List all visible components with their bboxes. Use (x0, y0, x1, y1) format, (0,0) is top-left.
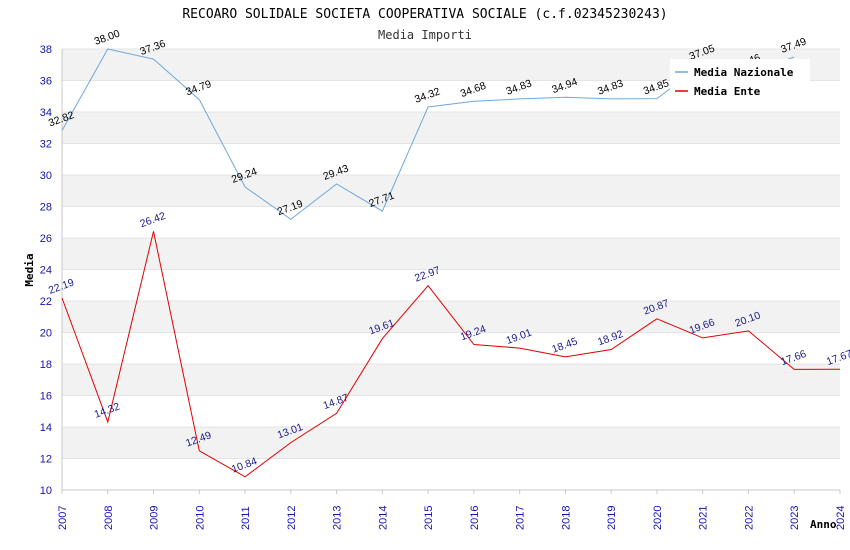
x-tick-label: 2014 (377, 506, 389, 530)
grid-band (62, 332, 840, 364)
legend-label: Media Nazionale (694, 66, 794, 79)
x-tick-label: 2011 (240, 506, 252, 530)
x-tick-label: 2021 (698, 506, 710, 530)
y-tick-label: 18 (40, 359, 52, 371)
x-tick-label: 2016 (469, 506, 481, 530)
x-tick-label: 2024 (835, 506, 847, 530)
y-tick-label: 38 (40, 44, 52, 56)
data-label: 38.00 (93, 28, 122, 48)
y-tick-label: 16 (40, 391, 52, 403)
x-tick-label: 2018 (560, 506, 572, 530)
grid-band (62, 364, 840, 396)
grid-band (62, 458, 840, 490)
chart-subtitle: Media Importi (378, 28, 472, 42)
legend-box (670, 59, 810, 103)
y-tick-label: 10 (40, 485, 52, 497)
y-tick-label: 30 (40, 170, 52, 182)
x-tick-label: 2022 (743, 506, 755, 530)
x-tick-label: 2010 (194, 506, 206, 530)
x-axis-label: Anno (810, 518, 837, 531)
y-tick-label: 22 (40, 296, 52, 308)
y-tick-label: 36 (40, 76, 52, 88)
x-tick-label: 2019 (606, 506, 618, 530)
legend: Media Nazionale Media Ente (670, 59, 810, 103)
x-tick-label: 2015 (423, 506, 435, 530)
y-tick-label: 14 (40, 422, 52, 434)
grid-band (62, 175, 840, 207)
y-tick-label: 12 (40, 454, 52, 466)
y-tick-labels: 10 12 14 16 18 20 22 24 26 28 30 32 34 36 38 (40, 44, 52, 497)
x-tick-label: 2007 (57, 506, 69, 530)
x-tick-label: 2008 (103, 506, 115, 530)
x-tick-label: 2020 (652, 506, 664, 530)
y-tick-label: 28 (40, 202, 52, 214)
y-axis-label: Media (23, 253, 36, 286)
grid-band (62, 238, 840, 270)
y-tick-label: 34 (40, 107, 52, 119)
x-tick-label: 2023 (789, 506, 801, 530)
axes (61, 49, 840, 491)
chart-title: RECOARO SOLIDALE SOCIETA COOPERATIVA SOC… (182, 7, 667, 22)
y-tick-label: 24 (40, 265, 52, 277)
x-tick-labels: 2007 2008 2009 2010 2011 2012 2013 2014 2015 2016… (57, 490, 847, 530)
grid-band (62, 143, 840, 175)
y-tick-label: 32 (40, 139, 52, 151)
grid-band (62, 301, 840, 333)
x-tick-label: 2012 (286, 506, 298, 530)
y-tick-label: 26 (40, 233, 52, 245)
legend-label: Media Ente (694, 85, 761, 98)
series-line-1 (61, 231, 841, 478)
grid-band (62, 269, 840, 301)
grid-band (62, 112, 840, 144)
x-tick-label: 2009 (149, 506, 161, 530)
x-tick-label: 2013 (332, 506, 344, 530)
grid-band (62, 395, 840, 427)
y-tick-label: 20 (40, 328, 52, 340)
grid-band (62, 427, 840, 459)
grid-bands (62, 48, 840, 491)
grid-band (62, 206, 840, 238)
x-tick-label: 2017 (515, 506, 527, 530)
